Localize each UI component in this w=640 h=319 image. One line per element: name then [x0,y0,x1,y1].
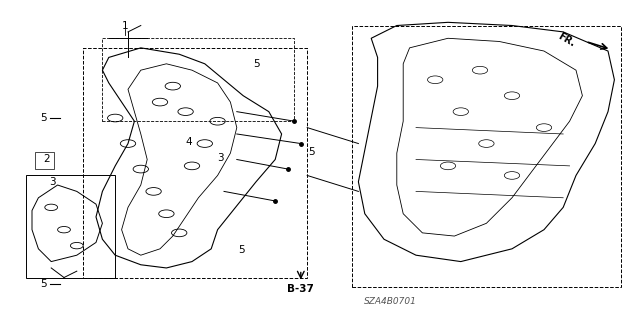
Text: 5: 5 [239,245,245,256]
Text: 4: 4 [186,137,192,147]
Bar [352,26,621,287]
Text: 5: 5 [308,146,315,157]
Text: FR.: FR. [556,31,577,49]
Bar [83,48,307,278]
Bar [102,38,294,121]
Text: B-37: B-37 [287,284,314,294]
Text: 5: 5 [253,59,259,69]
Text: 1: 1 [122,20,128,31]
Text: 5: 5 [40,279,47,289]
Text: 2: 2 [43,154,49,165]
Bar [35,152,54,169]
Text: 3: 3 [49,177,56,187]
Text: SZA4B0701: SZA4B0701 [364,297,417,306]
Bar [26,175,115,278]
Text: 3: 3 [218,153,224,163]
Text: 5: 5 [40,113,47,123]
